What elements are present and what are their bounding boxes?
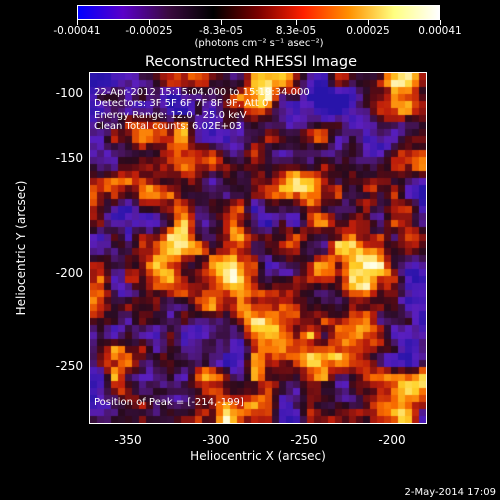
colorbar-tick	[295, 20, 297, 25]
colorbar-tick-label: 8.3e-05	[275, 25, 317, 37]
colorbar-tick-label: -0.00041	[53, 25, 101, 37]
heatmap-image	[90, 73, 426, 423]
x-tick-label: -250	[290, 433, 318, 447]
y-tick-label: -100	[55, 86, 83, 100]
colorbar	[77, 5, 440, 20]
colorbar-tick	[439, 20, 441, 25]
y-axis-label: Heliocentric Y (arcsec)	[14, 180, 28, 316]
colorbar-tick-label: 0.00041	[418, 25, 462, 37]
colorbar-tick	[76, 20, 78, 25]
y-tick-label: -200	[55, 266, 83, 280]
colorbar-tick-label: -0.00025	[125, 25, 173, 37]
peak-position-label: Position of Peak = [-214,-199]	[94, 397, 244, 408]
energy-range-label: Energy Range: 12.0 - 25.0 keV	[94, 110, 247, 121]
y-tick-label: -150	[55, 151, 83, 165]
y-tick-label: -250	[55, 359, 83, 373]
colorbar-tick-label: -8.3e-05	[198, 25, 244, 37]
colorbar-units: (photons cm⁻² s⁻¹ asec⁻²)	[194, 38, 324, 49]
colorbar-tick	[148, 20, 150, 25]
colorbar-tick	[367, 20, 369, 25]
x-tick-label: -300	[202, 433, 230, 447]
x-tick-label: -200	[378, 433, 406, 447]
colorbar-tick-label: 0.00025	[346, 25, 390, 37]
x-axis-label: Heliocentric X (arcsec)	[190, 449, 326, 463]
image-plot: 22-Apr-2012 15:15:04.000 to 15:19:34.000…	[89, 72, 427, 424]
x-tick-label: -350	[114, 433, 142, 447]
timestamp: 2-May-2014 17:09	[404, 487, 496, 498]
detectors-label: Detectors: 3F 5F 6F 7F 8F 9F, Att 0	[94, 98, 269, 109]
method-counts-label: Clean Total counts: 6.02E+03	[94, 121, 242, 132]
plot-title: Reconstructed RHESSI Image	[144, 54, 358, 70]
colorbar-tick	[220, 20, 222, 25]
time-range-label: 22-Apr-2012 15:15:04.000 to 15:19:34.000	[94, 87, 310, 98]
